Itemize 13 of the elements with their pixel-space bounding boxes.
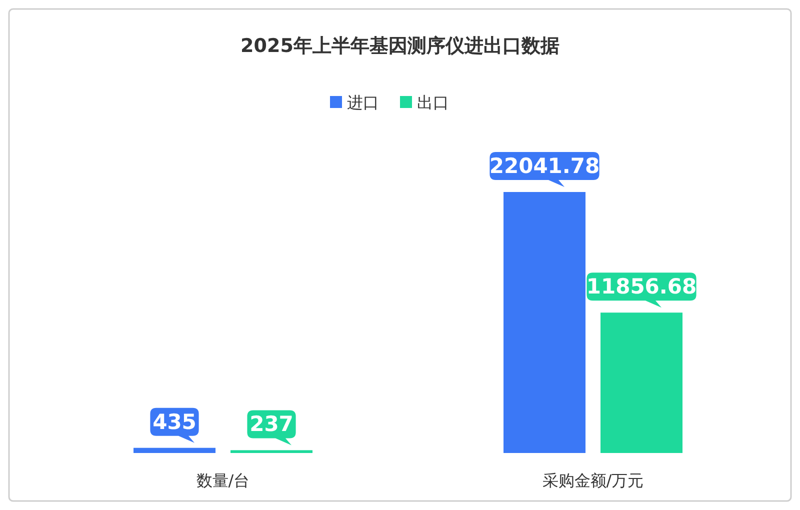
x-tick-label: 数量/台 — [196, 471, 250, 490]
data-label: 435 — [152, 410, 196, 434]
bar — [504, 192, 586, 453]
data-label: 237 — [250, 412, 294, 436]
legend-label: 进口 — [347, 93, 379, 112]
bar — [230, 450, 312, 453]
data-label: 22041.78 — [489, 154, 600, 178]
legend-label: 出口 — [417, 93, 449, 112]
data-label: 11856.68 — [586, 274, 697, 299]
bar — [600, 312, 682, 453]
chart-title: 2025年上半年基因测序仪进出口数据 — [240, 35, 560, 57]
x-tick-label: 采购金额/万元 — [542, 471, 644, 490]
bar — [134, 448, 216, 453]
